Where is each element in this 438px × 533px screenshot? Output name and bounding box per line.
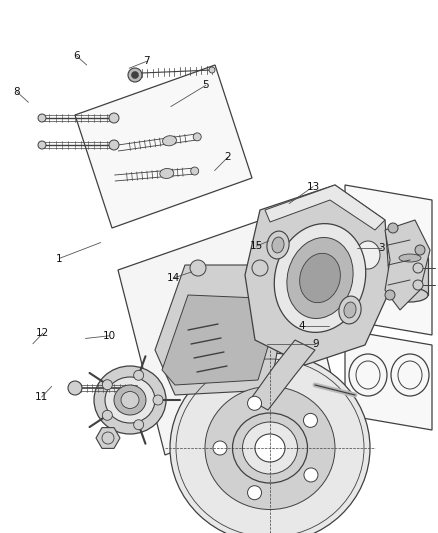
Text: 10: 10: [103, 331, 116, 341]
Ellipse shape: [339, 296, 361, 324]
Text: 7: 7: [143, 56, 150, 66]
Circle shape: [388, 223, 398, 233]
Circle shape: [191, 167, 199, 175]
Polygon shape: [385, 220, 430, 310]
Ellipse shape: [162, 136, 177, 146]
Text: 11: 11: [35, 392, 48, 402]
Ellipse shape: [267, 231, 289, 259]
Ellipse shape: [300, 253, 340, 303]
Circle shape: [247, 397, 261, 410]
Circle shape: [304, 468, 318, 482]
Circle shape: [38, 114, 46, 122]
Circle shape: [134, 370, 144, 380]
Ellipse shape: [392, 251, 428, 265]
Text: 8: 8: [13, 87, 20, 96]
Ellipse shape: [392, 288, 428, 302]
Text: 3: 3: [378, 243, 385, 253]
Circle shape: [134, 419, 144, 430]
Circle shape: [209, 67, 215, 73]
Circle shape: [102, 410, 113, 421]
Circle shape: [415, 245, 425, 255]
Circle shape: [213, 441, 227, 455]
Ellipse shape: [399, 254, 421, 262]
Polygon shape: [155, 265, 285, 395]
Ellipse shape: [114, 385, 146, 415]
Polygon shape: [162, 295, 270, 385]
Circle shape: [109, 113, 119, 123]
Polygon shape: [245, 185, 390, 365]
Text: 5: 5: [202, 80, 209, 90]
Ellipse shape: [94, 366, 166, 434]
Circle shape: [413, 263, 423, 273]
Ellipse shape: [356, 241, 380, 269]
Ellipse shape: [160, 168, 174, 179]
Ellipse shape: [272, 237, 284, 253]
Polygon shape: [345, 185, 432, 335]
Text: 4: 4: [299, 321, 306, 331]
Circle shape: [109, 140, 119, 150]
Text: 1: 1: [56, 254, 63, 263]
Text: 9: 9: [312, 339, 319, 349]
Circle shape: [413, 280, 423, 290]
Circle shape: [128, 68, 142, 82]
Ellipse shape: [205, 386, 335, 510]
Text: 6: 6: [73, 51, 80, 61]
Circle shape: [102, 379, 113, 390]
Circle shape: [252, 260, 268, 276]
Text: 13: 13: [307, 182, 320, 191]
Circle shape: [38, 141, 46, 149]
Text: 12: 12: [36, 328, 49, 338]
Circle shape: [304, 414, 318, 427]
Circle shape: [247, 486, 261, 500]
Text: 2: 2: [224, 152, 231, 162]
Ellipse shape: [233, 413, 307, 483]
Ellipse shape: [344, 302, 356, 318]
Ellipse shape: [105, 377, 155, 423]
Ellipse shape: [121, 392, 139, 408]
Ellipse shape: [255, 434, 285, 462]
Text: 15: 15: [250, 241, 263, 251]
Ellipse shape: [170, 353, 370, 533]
Polygon shape: [392, 258, 428, 295]
Circle shape: [131, 71, 138, 78]
Polygon shape: [345, 330, 432, 430]
Circle shape: [190, 260, 206, 276]
Ellipse shape: [287, 238, 353, 319]
Polygon shape: [250, 340, 315, 410]
Ellipse shape: [349, 234, 387, 276]
Ellipse shape: [243, 422, 297, 474]
Text: 14: 14: [166, 273, 180, 283]
Polygon shape: [265, 185, 385, 230]
Circle shape: [193, 133, 201, 141]
Circle shape: [385, 290, 395, 300]
Ellipse shape: [274, 224, 366, 333]
Polygon shape: [118, 210, 335, 455]
Circle shape: [153, 395, 163, 405]
Polygon shape: [75, 65, 252, 228]
Circle shape: [68, 381, 82, 395]
